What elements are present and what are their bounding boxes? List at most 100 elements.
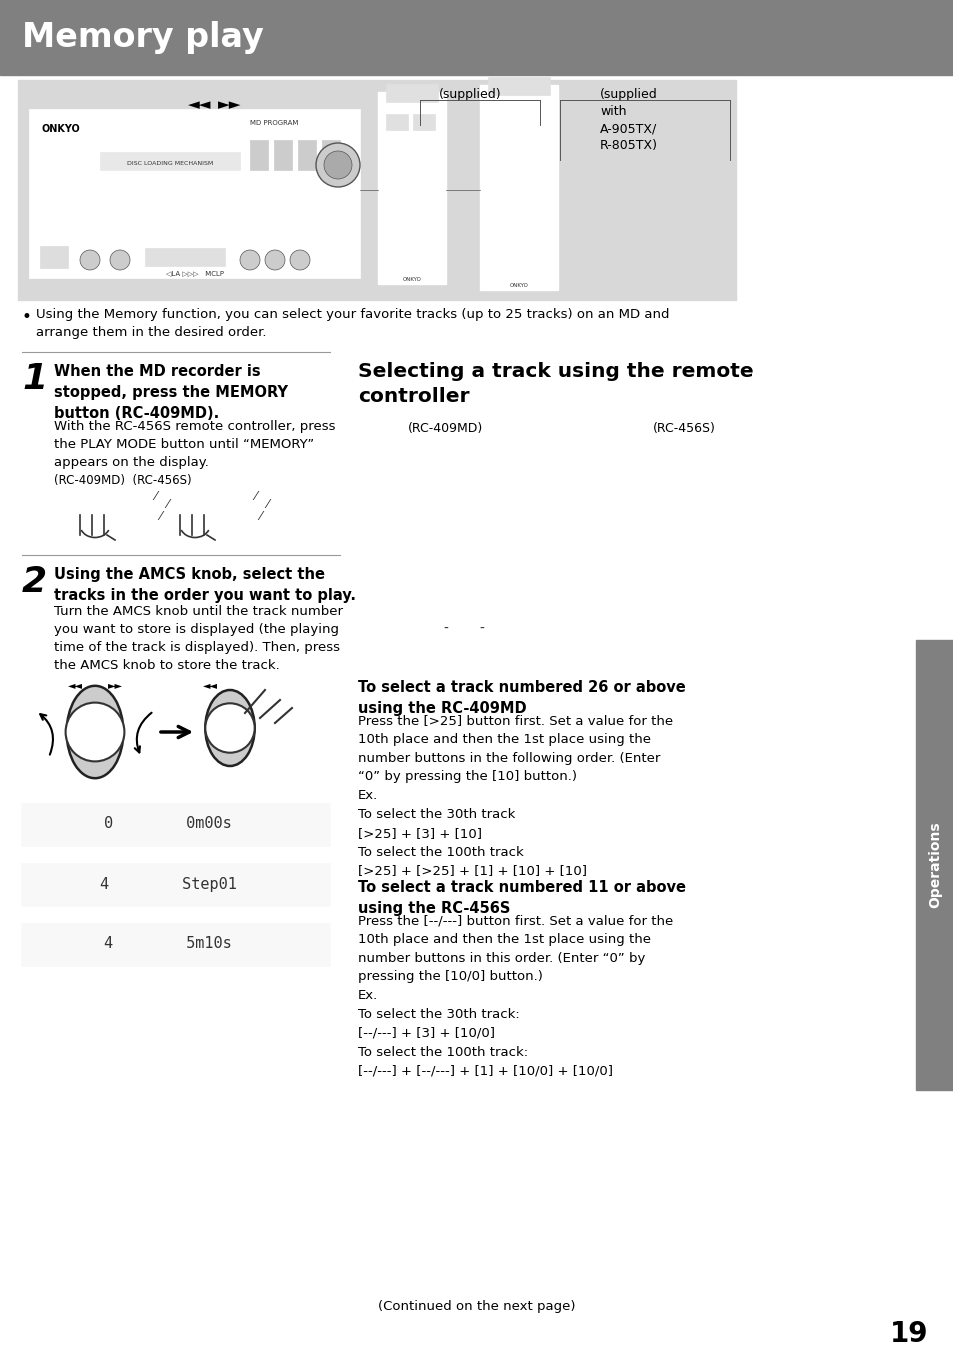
Bar (386, 155, 399, 166)
Text: When the MD recorder is
stopped, press the MEMORY
button (RC-409MD).: When the MD recorder is stopped, press t… (54, 364, 288, 420)
Bar (485, 165, 497, 174)
Bar (647, 450, 673, 466)
Bar (459, 623, 481, 638)
Circle shape (66, 703, 124, 761)
Bar (386, 200, 399, 210)
Bar (496, 453, 517, 468)
Bar (423, 453, 446, 468)
Bar (519, 145, 532, 153)
Text: 1: 1 (22, 362, 47, 396)
Bar (386, 222, 399, 233)
Text: Operations: Operations (927, 822, 941, 909)
Bar (479, 85, 558, 289)
Bar (375, 438, 576, 653)
Text: •: • (22, 308, 31, 326)
Bar (297, 141, 315, 170)
Bar (687, 488, 713, 504)
Bar (386, 84, 437, 101)
Bar (727, 526, 753, 542)
Circle shape (110, 250, 130, 270)
Bar (532, 453, 554, 468)
Bar (413, 114, 435, 130)
Bar (459, 487, 481, 502)
Text: Using the AMCS knob, select the
tracks in the order you want to play.: Using the AMCS knob, select the tracks i… (54, 566, 355, 603)
Text: ►►: ►► (218, 97, 241, 112)
Bar (406, 266, 419, 276)
Text: ONKYO: ONKYO (402, 277, 421, 283)
Bar (426, 200, 439, 210)
Bar (459, 556, 481, 571)
Text: ONKYO: ONKYO (42, 124, 81, 134)
Bar (322, 141, 339, 170)
Bar (532, 623, 554, 638)
Bar (388, 556, 410, 571)
Bar (388, 657, 410, 672)
Text: (RC-456S): (RC-456S) (652, 422, 715, 435)
Text: ◄◄: ◄◄ (188, 97, 212, 112)
Text: Selecting a track using the remote
controller: Selecting a track using the remote contr… (357, 362, 753, 406)
Bar (502, 270, 515, 279)
Bar (406, 155, 419, 166)
Bar (647, 526, 673, 542)
Text: ONKYO: ONKYO (509, 283, 528, 288)
Text: 4        Step01: 4 Step01 (99, 876, 236, 891)
Bar (423, 556, 446, 571)
Bar (502, 207, 515, 216)
Bar (250, 141, 268, 170)
Bar (519, 207, 532, 216)
Bar (386, 178, 399, 188)
Bar (502, 123, 515, 132)
Bar (406, 270, 416, 276)
Text: ⁄: ⁄ (253, 491, 255, 503)
Bar (537, 165, 548, 174)
Text: (supplied): (supplied) (438, 88, 500, 101)
Bar (459, 589, 481, 604)
Bar (67, 521, 123, 550)
Text: (RC-409MD)  (RC-456S): (RC-409MD) (RC-456S) (54, 475, 192, 487)
Bar (423, 521, 446, 535)
Bar (426, 243, 439, 254)
Bar (423, 589, 446, 604)
Bar (537, 228, 548, 237)
Bar (502, 187, 515, 195)
Bar (519, 249, 532, 258)
Bar (485, 123, 497, 132)
Circle shape (315, 143, 359, 187)
Bar (502, 165, 515, 174)
Bar (502, 228, 515, 237)
Ellipse shape (67, 685, 123, 779)
Bar (406, 243, 419, 254)
Text: Turn the AMCS knob until the track number
you want to store is displayed (the pl: Turn the AMCS knob until the track numbe… (54, 604, 343, 672)
Bar (167, 521, 223, 550)
Bar (388, 453, 410, 468)
Text: DISC LOADING MECHANISM: DISC LOADING MECHANISM (127, 161, 213, 166)
Bar (100, 151, 240, 170)
Circle shape (265, 250, 285, 270)
Text: ◁LA ▷▷▷   MCLP: ◁LA ▷▷▷ MCLP (166, 270, 224, 276)
Bar (30, 110, 359, 279)
Bar (423, 623, 446, 638)
Bar (727, 488, 753, 504)
Bar (537, 207, 548, 216)
Bar (687, 450, 713, 466)
Bar (485, 228, 497, 237)
Bar (386, 114, 408, 130)
Bar (386, 243, 399, 254)
Text: -: - (479, 622, 484, 635)
Bar (274, 141, 292, 170)
Bar (537, 123, 548, 132)
Bar (390, 270, 399, 276)
Bar (388, 589, 410, 604)
Bar (386, 266, 399, 276)
Bar (426, 222, 439, 233)
Bar (502, 249, 515, 258)
Bar (687, 564, 713, 580)
Bar (532, 521, 554, 535)
Bar (519, 165, 532, 174)
Text: To select a track numbered 26 or above
using the RC-409MD: To select a track numbered 26 or above u… (357, 680, 685, 717)
Bar (502, 145, 515, 153)
Bar (426, 155, 439, 166)
Bar (423, 487, 446, 502)
Bar (459, 453, 481, 468)
Text: ⁄: ⁄ (159, 510, 161, 522)
